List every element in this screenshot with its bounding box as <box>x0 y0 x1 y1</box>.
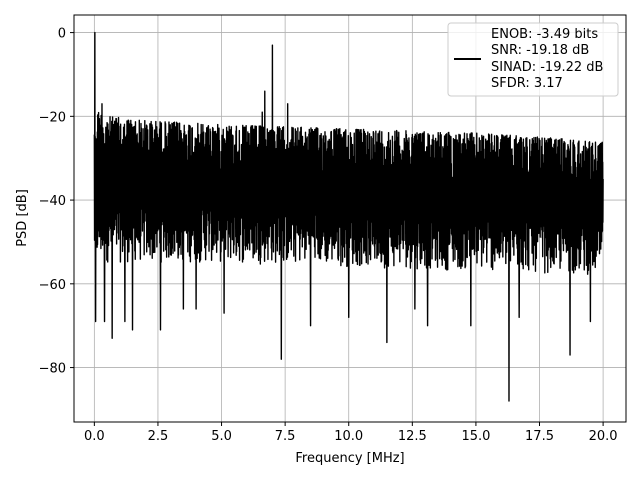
x-tick-label: 12.5 <box>398 429 427 444</box>
legend: ENOB: -3.49 bits SNR: -19.18 dB SINAD: -… <box>447 22 619 97</box>
x-tick-label: 2.5 <box>148 429 169 444</box>
x-tick-label: 17.5 <box>525 429 554 444</box>
psd-series-line <box>93 31 604 402</box>
legend-line-sinad: SINAD: -19.22 dB <box>491 60 603 75</box>
legend-box <box>447 22 619 97</box>
legend-line-enob: ENOB: -3.49 bits <box>491 27 598 42</box>
x-tick-label: 20.0 <box>589 429 618 444</box>
y-tick-label: 0 <box>58 27 66 42</box>
x-tick-label: 7.5 <box>275 429 296 444</box>
x-tick-label: 5.0 <box>211 429 232 444</box>
x-tick-label: 0.0 <box>84 429 105 444</box>
x-axis-label: Frequency [MHz] <box>295 451 404 466</box>
x-tick-label: 10.0 <box>334 429 363 444</box>
y-tick-label: −40 <box>39 194 66 209</box>
x-tick-label: 15.0 <box>461 429 490 444</box>
y-tick-label: −20 <box>39 110 66 125</box>
legend-line-snr: SNR: -19.18 dB <box>491 43 589 58</box>
legend-line-sfdr: SFDR: 3.17 <box>491 76 563 91</box>
x-axis: 0.0 2.5 5.0 7.5 10.0 12.5 15.0 17.5 20.0 <box>84 422 618 444</box>
y-axis-label: PSD [dB] <box>15 189 30 247</box>
plot-frame <box>73 14 627 423</box>
psd-trace <box>93 31 604 402</box>
y-axis: 0 −20 −40 −60 −80 <box>39 27 74 377</box>
y-tick-label: −80 <box>39 362 66 377</box>
y-tick-label: −60 <box>39 278 66 293</box>
